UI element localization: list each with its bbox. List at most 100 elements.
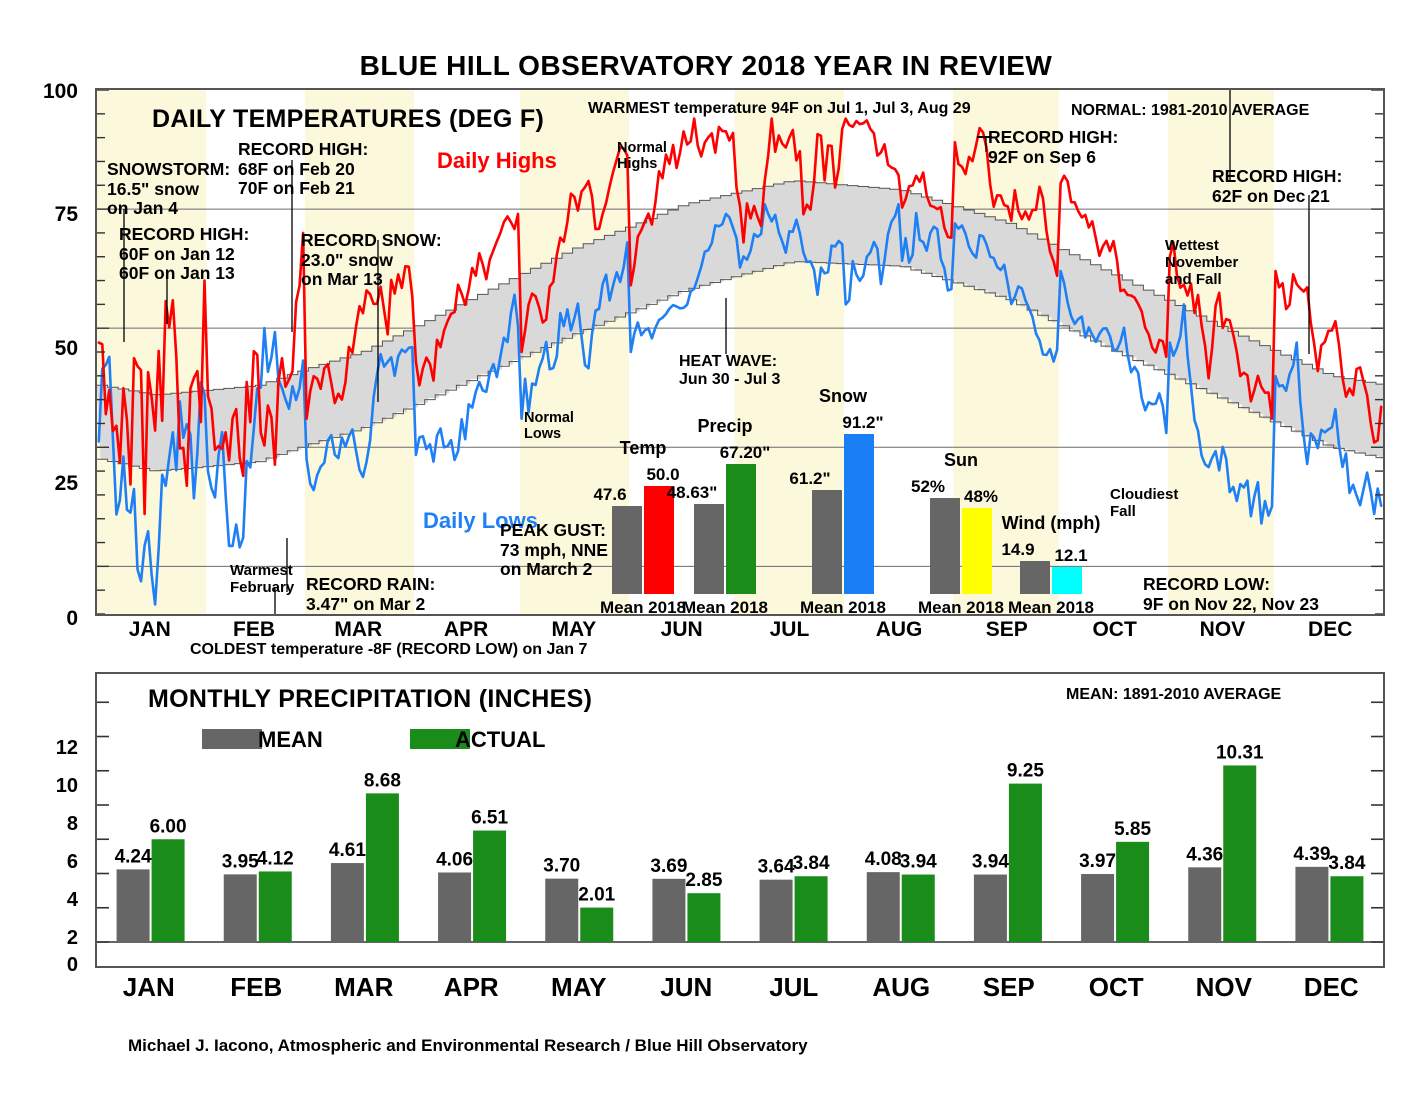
precip-mean-value-sep: 3.94 xyxy=(972,852,1009,873)
precip-actual-value-feb: 4.12 xyxy=(257,848,294,869)
precip-ytick-10: 10 xyxy=(55,775,78,797)
annotation-rec-snow-mar: RECORD SNOW: 23.0" snow on Mar 13 xyxy=(301,230,442,290)
inset-snow-2018-value: 91.2" xyxy=(842,413,884,432)
inset-wind-2018-bar xyxy=(1052,567,1082,594)
precip-mean-value-jul: 3.64 xyxy=(758,857,795,878)
annotation-rec-high-jan: RECORD HIGH: 60F on Jan 12 60F on Jan 13 xyxy=(119,224,250,284)
precip-actual-value-jan: 6.00 xyxy=(150,816,187,837)
inset-wind-mean-value: 14.9 xyxy=(1001,540,1035,559)
inset-snow-mean-bar xyxy=(812,490,842,594)
precip-actual-bar-mar xyxy=(365,793,399,942)
temp-month-label-jul: JUL xyxy=(769,618,810,641)
inset-sun-mean-value: 52% xyxy=(910,477,946,496)
precip-ytick-4: 4 xyxy=(66,889,78,911)
precip-actual-bar-jan xyxy=(151,839,185,942)
precip-ytick-6: 6 xyxy=(66,851,78,873)
precip-mean-bar-oct xyxy=(1081,874,1115,942)
inset-wind-footer: Mean 2018 xyxy=(1008,598,1094,617)
precip-actual-value-jun: 2.85 xyxy=(685,870,722,891)
normal-lows-label: Normal Lows xyxy=(524,410,574,443)
temp-month-label-oct: OCT xyxy=(1092,618,1137,641)
annotation-rec-rain-mar: RECORD RAIN: 3.47" on Mar 2 xyxy=(306,574,436,614)
normal-highs-label: Normal Highs xyxy=(617,140,667,173)
precip-month-label-apr: APR xyxy=(443,972,499,1002)
annotation-rec-high-dec: RECORD HIGH: 62F on Dec 21 xyxy=(1212,166,1343,206)
precip-actual-bar-jul xyxy=(794,876,828,942)
precip-actual-bar-aug xyxy=(901,874,935,942)
precip-mean-value-dec: 4.39 xyxy=(1293,844,1330,865)
inset-sun-footer: Mean 2018 xyxy=(918,598,1004,617)
precip-mean-bar-dec xyxy=(1295,866,1329,942)
precip-mean-bar-feb xyxy=(223,874,257,942)
normal-period-note: NORMAL: 1981-2010 AVERAGE xyxy=(1071,102,1310,119)
page-title: BLUE HILL OBSERVATORY 2018 YEAR IN REVIE… xyxy=(359,50,1053,81)
precip-month-label-jan: JAN xyxy=(122,972,175,1002)
precip-mean-value-mar: 4.61 xyxy=(329,840,366,861)
precip-mean-bar-may xyxy=(545,878,579,942)
annotation-cloudiest: Cloudiest Fall xyxy=(1110,486,1179,520)
inset-precip-mean-bar xyxy=(694,504,724,594)
daily-highs-label: Daily Highs xyxy=(437,148,557,173)
precip-ytick-12: 12 xyxy=(55,737,78,759)
precip-mean-value-oct: 3.97 xyxy=(1079,851,1116,872)
precip-mean-bar-jan xyxy=(116,869,150,942)
precip-mean-bar-nov xyxy=(1188,867,1222,942)
precip-month-label-oct: OCT xyxy=(1088,972,1144,1002)
precip-panel-heading: MONTHLY PRECIPITATION (INCHES) xyxy=(148,685,593,713)
inset-wind-title: Wind (mph) xyxy=(1001,513,1101,533)
precip-mean-note: MEAN: 1891-2010 AVERAGE xyxy=(1066,686,1282,703)
precip-mean-value-apr: 4.06 xyxy=(436,849,473,870)
precip-month-label-dec: DEC xyxy=(1303,972,1359,1002)
precip-mean-value-may: 3.70 xyxy=(543,856,580,877)
precip-actual-value-oct: 5.85 xyxy=(1114,819,1151,840)
inset-snow-title: Snow xyxy=(819,386,867,406)
precip-actual-bar-may xyxy=(580,907,614,942)
warmest-temp-note: WARMEST temperature 94F on Jul 1, Jul 3,… xyxy=(588,100,971,117)
precip-ytick-2: 2 xyxy=(66,927,78,949)
precip-actual-bar-jun xyxy=(687,893,721,942)
temp-month-label-aug: AUG xyxy=(875,618,923,641)
inset-sun-mean-bar xyxy=(930,498,960,594)
annotation-snowstorm: SNOWSTORM: 16.5" snow on Jan 4 xyxy=(107,159,231,219)
temp-month-label-mar: MAR xyxy=(334,618,383,641)
precip-mean-value-jan: 4.24 xyxy=(115,846,152,867)
credit-line: Michael J. Iacono, Atmospheric and Envir… xyxy=(128,1036,808,1055)
temp-month-label-dec: DEC xyxy=(1308,618,1353,641)
precip-mean-bar-jul xyxy=(759,879,793,942)
temp-ytick-75: 75 xyxy=(54,203,78,226)
precip-actual-value-apr: 6.51 xyxy=(471,808,508,829)
inset-precip-mean-value: 48.63" xyxy=(666,483,718,502)
precip-actual-value-nov: 10.31 xyxy=(1216,742,1264,763)
precip-actual-value-jul: 3.84 xyxy=(793,853,830,874)
annotation-rec-high-feb: RECORD HIGH: 68F on Feb 20 70F on Feb 21 xyxy=(238,139,369,199)
precip-mean-value-jun: 3.69 xyxy=(650,856,687,877)
coldest-temp-note: COLDEST temperature -8F (RECORD LOW) on … xyxy=(190,641,588,658)
inset-temp-footer: Mean 2018 xyxy=(600,598,686,617)
monthly-precipitation-chart: 4.24 6.00 3.95 4.12 4.61 8.68 4.06 6.51 3.70 2.01… xyxy=(95,672,1385,968)
precip-month-label-may: MAY xyxy=(551,972,607,1002)
inset-temp-2018-bar xyxy=(644,486,674,594)
annotation-wettest-nov: Wettest November and Fall xyxy=(1165,237,1239,288)
precip-actual-bar-dec xyxy=(1330,876,1364,942)
inset-snow-footer: Mean 2018 xyxy=(800,598,886,617)
temp-month-label-jun: JUN xyxy=(660,618,703,641)
precip-legend-swatch-actual xyxy=(410,729,470,749)
precip-actual-value-dec: 3.84 xyxy=(1328,853,1365,874)
precip-actual-bar-apr xyxy=(473,830,507,942)
precip-mean-bar-apr xyxy=(438,872,472,942)
precipitation-plot-svg: 4.24 6.00 3.954.12 4.61 8.68 4.06 6.51 3.70 2.01… xyxy=(97,701,1383,943)
precip-legend-label-actual: ACTUAL xyxy=(455,727,546,752)
annotation-heat-wave: HEAT WAVE: Jun 30 - Jul 3 xyxy=(679,353,781,388)
temp-ytick-0: 0 xyxy=(66,607,78,630)
temp-ytick-100: 100 xyxy=(42,80,78,103)
inset-precip-2018-value: 67.20" xyxy=(719,443,771,462)
precip-actual-value-mar: 8.68 xyxy=(364,770,401,791)
precip-actual-value-aug: 3.94 xyxy=(900,852,937,873)
precip-actual-bar-sep xyxy=(1008,783,1042,942)
precip-actual-value-sep: 9.25 xyxy=(1007,761,1044,782)
precip-actual-bar-oct xyxy=(1116,841,1150,942)
inset-temp-mean-bar xyxy=(612,506,642,594)
precip-month-label-aug: AUG xyxy=(872,972,931,1002)
inset-precip-footer: Mean 2018 xyxy=(682,598,768,617)
inset-temp-mean-value: 47.6 xyxy=(593,485,627,504)
